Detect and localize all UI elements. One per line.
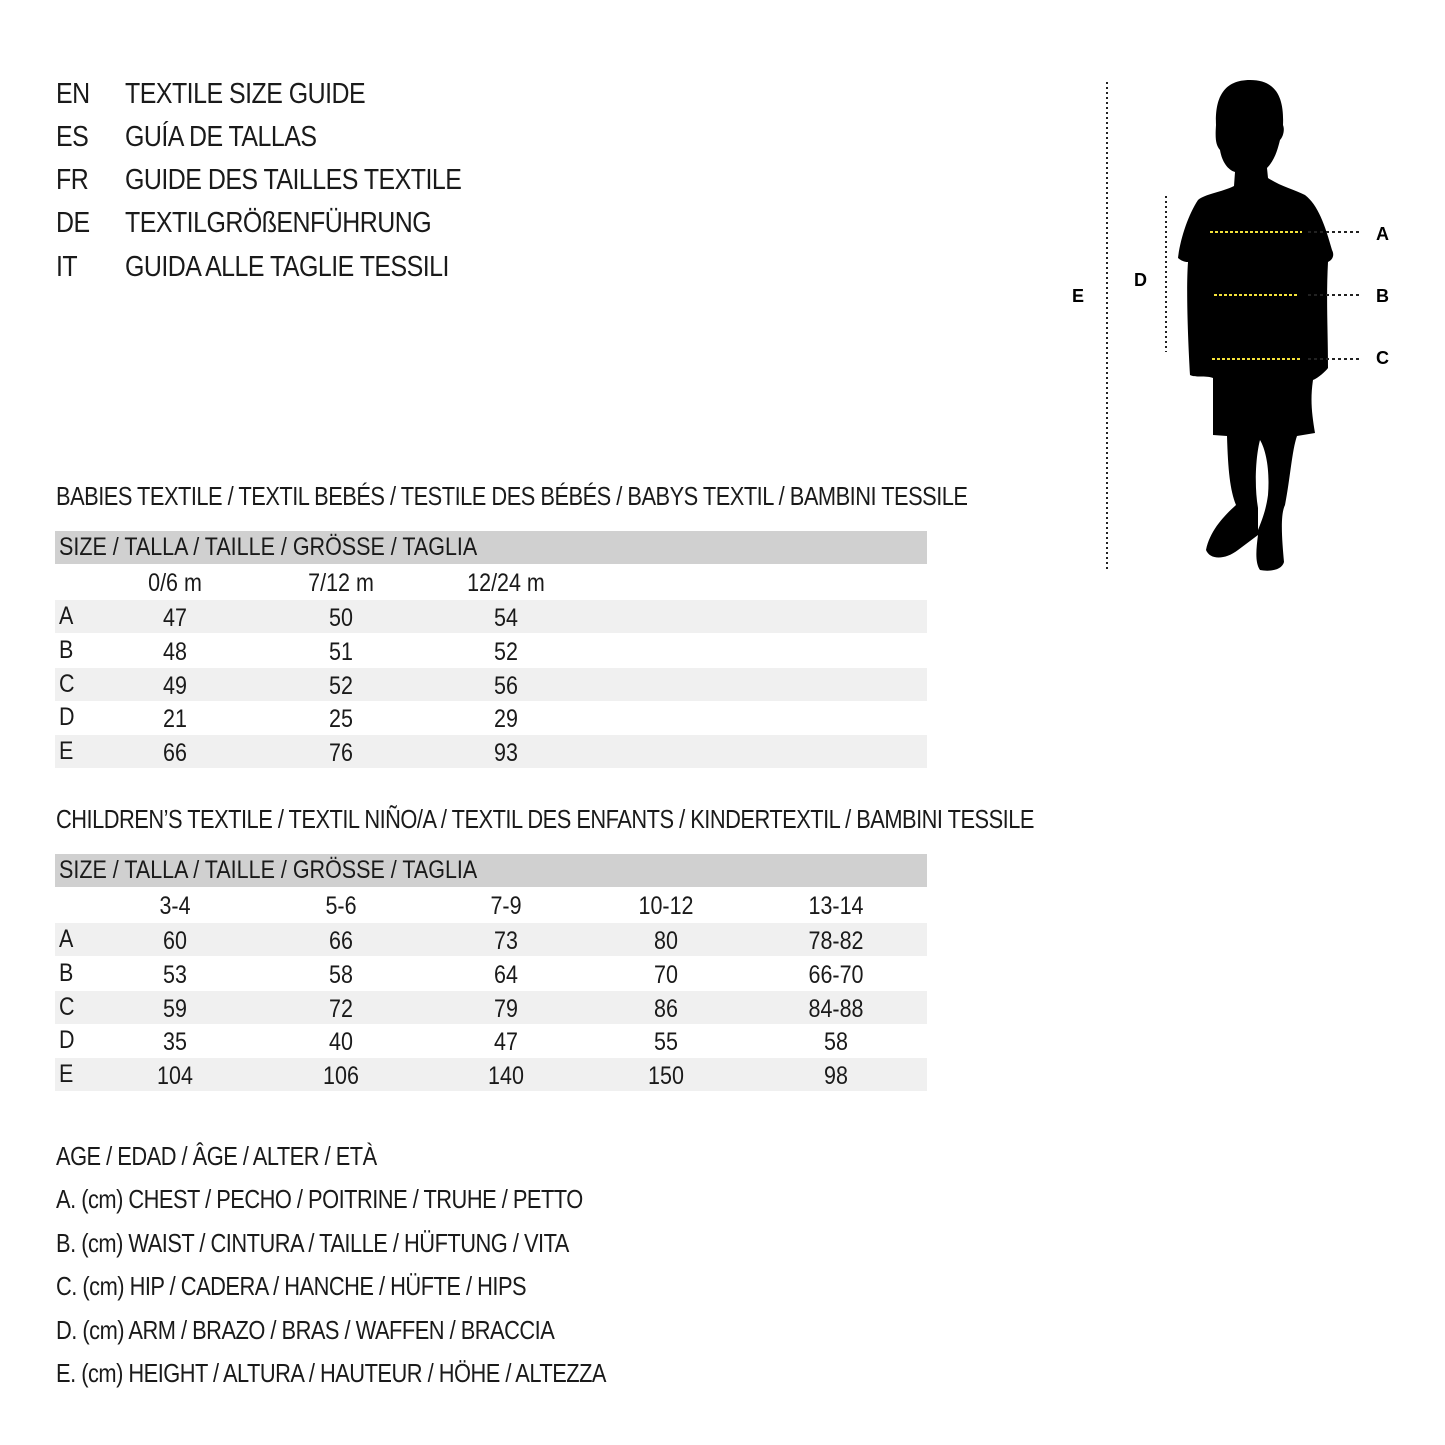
legend-c: C. (cm) HIP / CADERA / HANCHE / HÜFTE / … (56, 1271, 527, 1301)
title-text: GUÍA DE TALLAS (125, 121, 317, 153)
table-cell: 48 (163, 637, 187, 666)
table-row: A 60 66 73 80 78-82 (55, 923, 927, 956)
table-cell: 106 (323, 1062, 359, 1091)
table-cell: 98 (824, 1062, 848, 1091)
table-row: C 49 52 56 (55, 667, 927, 701)
table-cell: 40 (329, 1028, 353, 1057)
table-cell: 58 (824, 1028, 848, 1057)
title-text: GUIDE DES TAILLES TEXTILE (125, 164, 462, 196)
lang-code: FR (56, 164, 89, 196)
label-c: C (1376, 348, 1389, 368)
table-cell: 64 (494, 960, 518, 989)
table-cell: 93 (494, 739, 518, 768)
table-cell: 80 (654, 927, 678, 955)
table-cell: 29 (494, 705, 518, 734)
table-row: E 66 76 93 (55, 735, 927, 769)
children-section-title: CHILDREN’S TEXTILE / TEXTIL NIÑO/A / TEX… (56, 804, 1034, 834)
table-header-bar: SIZE / TALLA / TAILLE / GRÖSSE / TAGLIA (55, 854, 927, 887)
table-header-text: SIZE / TALLA / TAILLE / GRÖSSE / TAGLIA (59, 856, 478, 884)
table-row: A 47 50 54 (55, 600, 927, 633)
table-cell: 84-88 (808, 994, 864, 1023)
legend-d: D. (cm) ARM / BRAZO / BRAS / WAFFEN / BR… (56, 1315, 555, 1345)
table-cell: 47 (163, 604, 187, 632)
title-text: TEXTILGRÖßENFÜHRUNG (125, 207, 432, 239)
table-cell: 86 (654, 994, 678, 1023)
table-cell: 56 (494, 671, 518, 700)
lang-code: DE (56, 207, 90, 239)
table-cell: 66 (163, 739, 187, 768)
label-a: A (1376, 224, 1389, 244)
column-header: 3-4 (159, 892, 191, 920)
table-cell: 76 (329, 739, 353, 768)
table-cell: 72 (329, 994, 353, 1023)
row-label: E (59, 1060, 74, 1089)
lang-code: ES (56, 121, 89, 153)
table-cell: 140 (488, 1062, 524, 1091)
table-cell: 73 (494, 927, 518, 955)
child-silhouette (1178, 80, 1334, 571)
table-cell: 104 (157, 1062, 193, 1091)
label-d: D (1134, 270, 1147, 290)
row-label: C (59, 992, 75, 1021)
child-silhouette-figure: A B C D E (1072, 80, 1389, 571)
row-label: C (59, 669, 75, 698)
legend-a: A. (cm) CHEST / PECHO / POITRINE / TRUHE… (56, 1184, 583, 1214)
table-cell: 54 (494, 604, 518, 632)
column-header: 7-9 (490, 892, 522, 920)
column-header: 13-14 (808, 892, 864, 920)
table-cell: 78-82 (808, 927, 864, 955)
table-cell: 49 (163, 671, 187, 700)
table-cell: 53 (163, 960, 187, 989)
row-label: E (59, 737, 74, 766)
table-cell: 52 (329, 671, 353, 700)
column-header: 12/24 m (467, 569, 545, 597)
table-row: D 35 40 47 55 58 (55, 1024, 927, 1057)
column-header: 7/12 m (308, 569, 374, 597)
table-cell: 60 (163, 927, 187, 955)
column-header-row: 3-4 5-6 7-9 10-12 13-14 (55, 890, 927, 923)
table-cell: 58 (329, 960, 353, 989)
label-e: E (1072, 286, 1084, 306)
table-header-bar: SIZE / TALLA / TAILLE / GRÖSSE / TAGLIA (55, 531, 927, 564)
row-label: A (59, 602, 74, 630)
column-header: 10-12 (638, 892, 694, 920)
table-cell: 21 (163, 705, 187, 734)
babies-section-title: BABIES TEXTILE / TEXTIL BEBÉS / TESTILE … (56, 481, 968, 511)
table-cell: 47 (494, 1028, 518, 1057)
row-label: D (59, 703, 75, 732)
table-cell: 79 (494, 994, 518, 1023)
column-header: 0/6 m (148, 569, 202, 597)
table-row: D 21 25 29 (55, 701, 927, 734)
table-cell: 59 (163, 994, 187, 1023)
lang-code: EN (56, 78, 90, 110)
legend-age: AGE / EDAD / ÂGE / ALTER / ETÀ (56, 1141, 377, 1171)
label-b: B (1376, 286, 1389, 306)
table-row: B 53 58 64 70 66-70 (55, 957, 927, 990)
table-cell: 66 (329, 927, 353, 955)
table-row: C 59 72 79 86 84-88 (55, 990, 927, 1024)
row-label: B (59, 958, 74, 987)
title-text: TEXTILE SIZE GUIDE (125, 78, 366, 110)
column-header-row: 0/6 m 7/12 m 12/24 m (55, 567, 927, 600)
lang-code: IT (56, 251, 78, 283)
table-cell: 51 (329, 637, 353, 666)
table-cell: 55 (654, 1028, 678, 1057)
legend-e: E. (cm) HEIGHT / ALTURA / HAUTEUR / HÖHE… (56, 1358, 607, 1388)
column-header: 5-6 (325, 892, 357, 920)
table-cell: 25 (329, 705, 353, 734)
table-cell: 66-70 (808, 960, 864, 989)
legend-b: B. (cm) WAIST / CINTURA / TAILLE / HÜFTU… (56, 1228, 569, 1258)
table-cell: 150 (648, 1062, 684, 1091)
table-cell: 52 (494, 637, 518, 666)
table-row: E 104 106 140 150 98 (55, 1058, 927, 1092)
table-header-text: SIZE / TALLA / TAILLE / GRÖSSE / TAGLIA (59, 533, 478, 561)
row-label: B (59, 635, 74, 664)
table-cell: 50 (329, 604, 353, 632)
table-cell: 70 (654, 960, 678, 989)
title-text: GUIDA ALLE TAGLIE TESSILI (125, 251, 449, 283)
row-label: D (59, 1026, 75, 1055)
row-label: A (59, 925, 74, 953)
table-cell: 35 (163, 1028, 187, 1057)
table-row: B 48 51 52 (55, 634, 927, 667)
